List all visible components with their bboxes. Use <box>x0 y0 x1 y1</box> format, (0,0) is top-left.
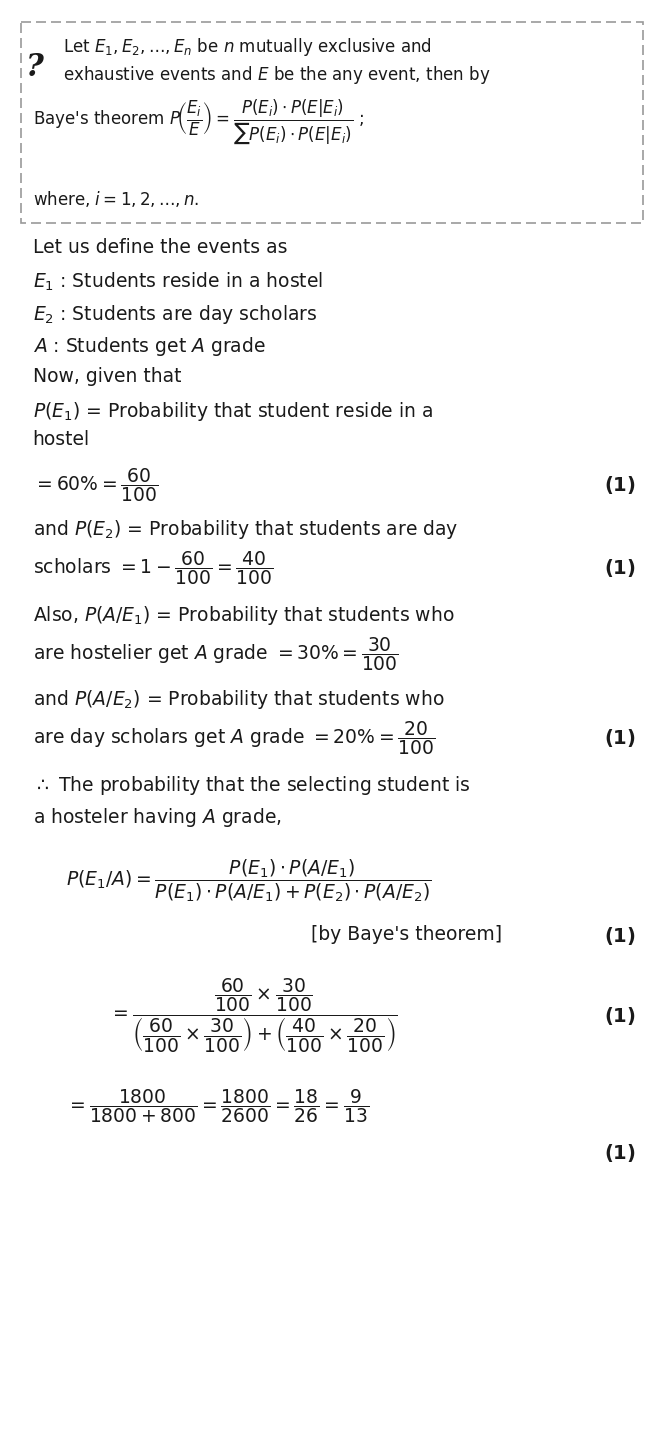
Text: Also, $P(A/E_1)$ = Probability that students who: Also, $P(A/E_1)$ = Probability that stud… <box>33 604 454 627</box>
Text: Baye's theorem $P\!\left(\dfrac{E_i}{E}\right) = \dfrac{P(E_i)\cdot P(E|E_i)}{\s: Baye's theorem $P\!\left(\dfrac{E_i}{E}\… <box>33 97 364 147</box>
Text: $\mathbf{(1)}$: $\mathbf{(1)}$ <box>604 558 636 579</box>
Text: and $P(E_2)$ = Probability that students are day: and $P(E_2)$ = Probability that students… <box>33 518 458 542</box>
Text: $E_2$ : Students are day scholars: $E_2$ : Students are day scholars <box>33 302 317 325</box>
FancyBboxPatch shape <box>21 22 643 224</box>
Text: $= \dfrac{1800}{1800 + 800} = \dfrac{1800}{2600} = \dfrac{18}{26} = \dfrac{9}{13: $= \dfrac{1800}{1800 + 800} = \dfrac{180… <box>66 1088 370 1125</box>
Text: exhaustive events and $E$ be the any event, then by: exhaustive events and $E$ be the any eve… <box>63 64 491 86</box>
Text: $\therefore$ The probability that the selecting student is: $\therefore$ The probability that the se… <box>33 774 470 797</box>
Text: $= \dfrac{\dfrac{60}{100} \times \dfrac{30}{100}}{\left(\dfrac{60}{100} \times \: $= \dfrac{\dfrac{60}{100} \times \dfrac{… <box>109 977 398 1056</box>
Text: $E_1$ : Students reside in a hostel: $E_1$ : Students reside in a hostel <box>33 270 323 293</box>
Text: ?: ? <box>25 52 43 83</box>
Text: Let us define the events as: Let us define the events as <box>33 238 287 257</box>
Text: $A$ : Students get $A$ grade: $A$ : Students get $A$ grade <box>33 335 265 359</box>
Text: $\mathbf{(1)}$: $\mathbf{(1)}$ <box>604 1005 636 1027</box>
Text: Let $E_1,E_2,\ldots,E_n$ be $n$ mutually exclusive and: Let $E_1,E_2,\ldots,E_n$ be $n$ mutually… <box>63 36 432 58</box>
Text: [by Baye's theorem]: [by Baye's theorem] <box>311 925 502 944</box>
Text: scholars $=1-\dfrac{60}{100}=\dfrac{40}{100}$: scholars $=1-\dfrac{60}{100}=\dfrac{40}{… <box>33 549 273 587</box>
Text: $\mathbf{(1)}$: $\mathbf{(1)}$ <box>604 473 636 497</box>
Text: are day scholars get $A$ grade $= 20\% = \dfrac{20}{100}$: are day scholars get $A$ grade $= 20\% =… <box>33 719 435 756</box>
Text: $\mathbf{(1)}$: $\mathbf{(1)}$ <box>604 727 636 749</box>
Text: are hostelier get $A$ grade $= 30\% = \dfrac{30}{100}$: are hostelier get $A$ grade $= 30\% = \d… <box>33 636 398 674</box>
Text: $= 60\% = \dfrac{60}{100}$: $= 60\% = \dfrac{60}{100}$ <box>33 466 158 504</box>
Text: where, $i = 1, 2, \ldots, n.$: where, $i = 1, 2, \ldots, n.$ <box>33 189 199 209</box>
Text: $\mathbf{(1)}$: $\mathbf{(1)}$ <box>604 925 636 947</box>
Text: a hosteler having $A$ grade,: a hosteler having $A$ grade, <box>33 806 281 829</box>
Text: $P(E_1)$ = Probability that student reside in a: $P(E_1)$ = Probability that student resi… <box>33 399 433 423</box>
Text: Now, given that: Now, given that <box>33 367 181 386</box>
Text: and $P(A/E_2)$ = Probability that students who: and $P(A/E_2)$ = Probability that studen… <box>33 688 444 711</box>
Text: hostel: hostel <box>33 430 89 449</box>
Text: $P(E_1/A) = \dfrac{P(E_1)\cdot P(A/E_1)}{P(E_1)\cdot P(A/E_1) + P(E_2)\cdot P(A/: $P(E_1/A) = \dfrac{P(E_1)\cdot P(A/E_1)}… <box>66 858 432 905</box>
Text: $\mathbf{(1)}$: $\mathbf{(1)}$ <box>604 1141 636 1163</box>
